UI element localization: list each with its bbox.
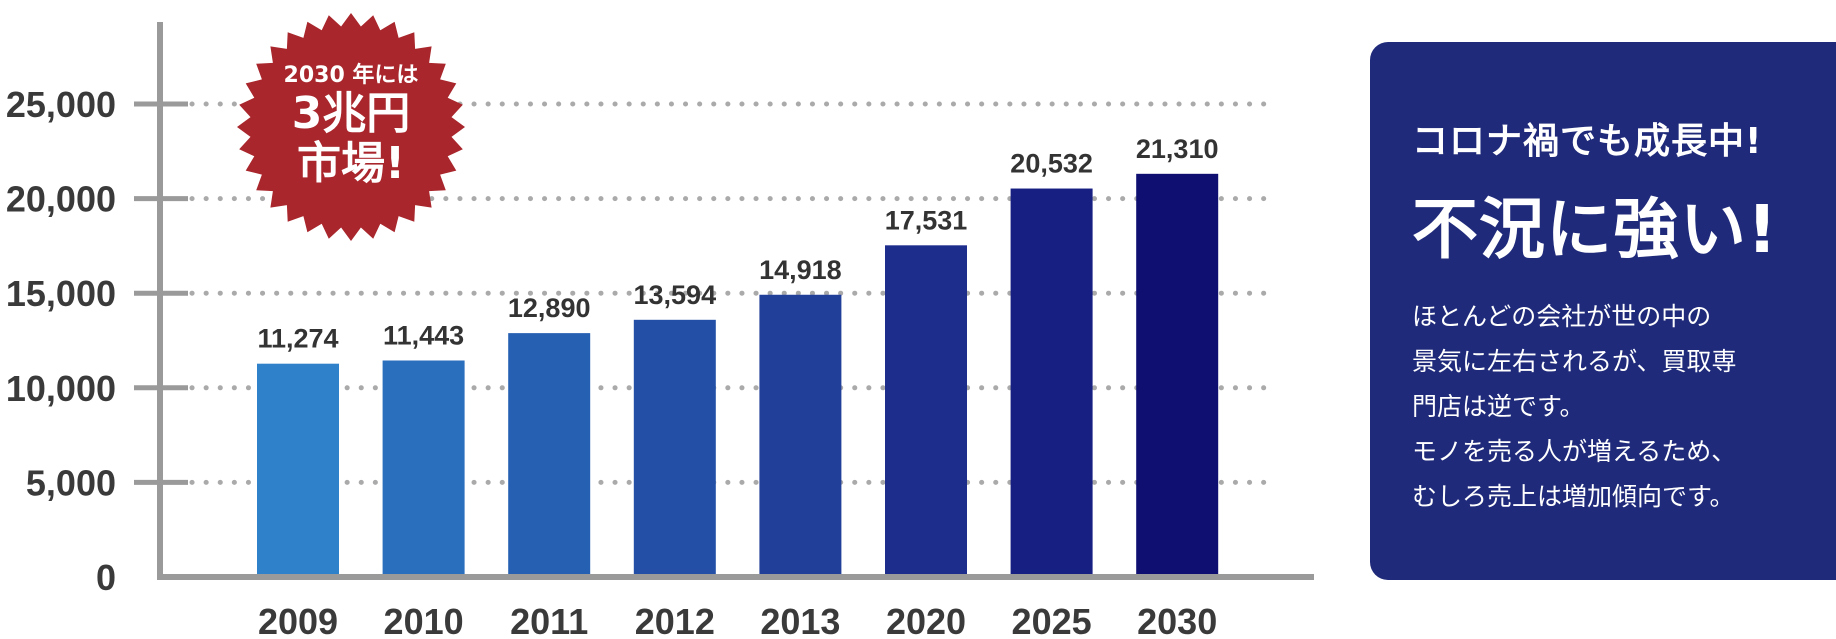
bar-value-label: 20,532	[1010, 149, 1093, 179]
bar-value-label: 21,310	[1136, 134, 1219, 164]
y-tick-label: 5,000	[26, 462, 116, 503]
bar	[633, 319, 716, 574]
x-category-label: 2020	[886, 601, 966, 639]
info-panel: コロナ禍でも成長中! 不況に強い! ほとんどの会社が世の中の 景気に左右されるが…	[1370, 42, 1836, 580]
y-tick-label: 10,000	[6, 368, 116, 409]
panel-body-line: モノを売る人が増えるため、	[1412, 437, 1737, 466]
x-category-label: 2010	[384, 601, 464, 639]
panel-body-line: 景気に左右されるが、買取専	[1412, 347, 1737, 376]
badge-line-2: 3兆円	[291, 87, 411, 139]
panel-body: ほとんどの会社が世の中の 景気に左右されるが、買取専 門店は逆です。 モノを売る…	[1412, 294, 1814, 519]
y-tick-label: 20,000	[6, 179, 116, 220]
panel-headline: 不況に強い!	[1412, 191, 1779, 268]
x-category-label: 2009	[258, 601, 338, 639]
badge-line-3: 市場!	[296, 138, 406, 190]
panel-body-line: ほとんどの会社が世の中の	[1412, 302, 1712, 331]
x-category-label: 2013	[760, 601, 840, 639]
starburst-polygon	[237, 13, 465, 241]
bar	[508, 333, 591, 574]
bar	[1136, 173, 1219, 574]
starburst-shape	[237, 13, 465, 241]
badge-line-1: 2030 年には	[283, 63, 419, 89]
bar-value-label: 13,594	[634, 280, 717, 310]
bar	[382, 360, 465, 574]
bar-value-label: 14,918	[759, 255, 842, 285]
panel-body-line: むしろ売上は増加傾向です。	[1412, 482, 1735, 511]
x-category-label: 2011	[510, 601, 588, 639]
y-tick-label: 25,000	[6, 84, 116, 125]
bar	[1010, 188, 1093, 575]
bar-value-label: 17,531	[885, 205, 968, 235]
panel-kicker: コロナ禍でも成長中!	[1412, 121, 1763, 162]
badge-text: 2030 年には 3兆円 市場!	[236, 12, 466, 242]
bar	[885, 245, 967, 574]
bar-value-label: 11,443	[383, 320, 464, 350]
bar	[759, 294, 842, 574]
panel-body-line: 門店は逆です。	[1412, 392, 1585, 421]
y-tick-label: 0	[96, 557, 116, 598]
bar-chart: 0 5,000 10,000 15,000 20,000 25,000 11,274 2009…	[6, 22, 1314, 639]
x-category-label: 2012	[635, 601, 715, 639]
x-category-label: 2025	[1012, 601, 1092, 639]
x-category-label: 2030	[1137, 601, 1217, 639]
starburst-badge: 2030 年には 3兆円 市場!	[236, 12, 466, 242]
bar	[257, 363, 339, 574]
bar-value-label: 11,274	[257, 324, 338, 354]
y-tick-label: 15,000	[6, 273, 116, 314]
bar-value-label: 12,890	[508, 293, 591, 323]
